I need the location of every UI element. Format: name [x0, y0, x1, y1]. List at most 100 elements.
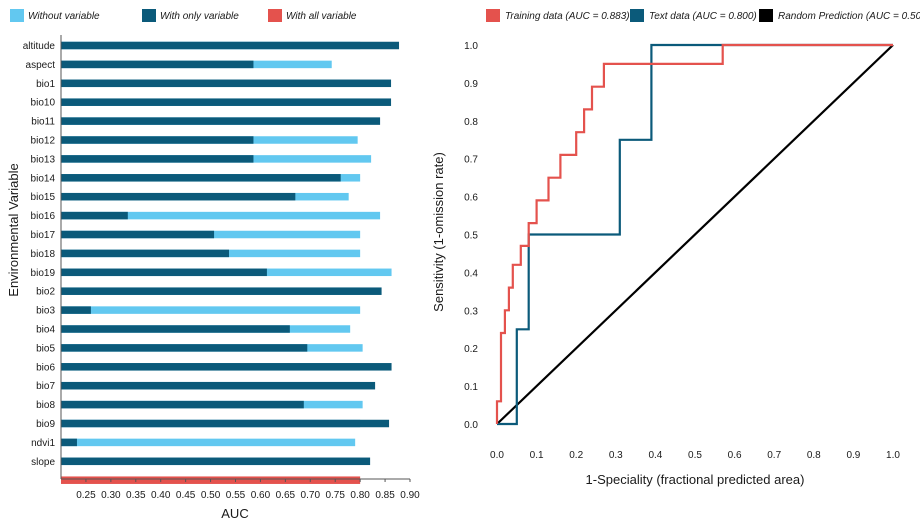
y-tick-label: 0.0: [464, 420, 478, 431]
x-tick-label: 0.1: [530, 450, 544, 461]
y-axis-title: Sensitivity (1-omission rate): [431, 152, 446, 312]
category-label-slope: slope: [31, 457, 55, 468]
category-label-bio12: bio12: [31, 136, 56, 147]
bar-only-bio18: [61, 249, 230, 258]
roc-legend-label-training: Training data (AUC = 0.883): [505, 11, 630, 22]
category-label-aspect: aspect: [26, 60, 56, 71]
x-tick-label: 0.25: [76, 490, 96, 501]
y-tick-label: 0.2: [464, 344, 478, 355]
y-tick-label: 1.0: [464, 41, 478, 52]
x-tick-label: 0.80: [350, 490, 370, 501]
y-tick-label: 0.1: [464, 382, 478, 393]
y-axis-title: Environmental Variable: [6, 163, 21, 296]
bar-without-ndvi1: [61, 438, 356, 447]
x-axis-title: 1-Speciality (fractional predicted area): [586, 472, 805, 487]
roc-legend-swatch-training: [486, 9, 500, 22]
bar-only-bio19: [61, 268, 267, 277]
legend-swatch-only: [142, 9, 156, 22]
bar-only-bio8: [61, 400, 304, 409]
legend-label-all: With all variable: [286, 11, 357, 22]
x-tick-label: 0.55: [226, 490, 246, 501]
bar-only-bio10: [61, 98, 392, 106]
bar-only-aspect: [61, 60, 254, 69]
x-tick-label: 0.35: [126, 490, 146, 501]
x-tick-label: 0.85: [375, 490, 395, 501]
x-tick-label: 0.60: [251, 490, 271, 501]
bar-without-bio16: [61, 211, 381, 220]
category-label-bio6: bio6: [36, 362, 55, 373]
bar-only-altitude: [61, 41, 400, 50]
x-tick-label: 0.5: [688, 450, 702, 461]
training-roc-line: [495, 43, 893, 424]
bar-only-bio17: [61, 230, 215, 239]
bar-only-bio1: [61, 79, 392, 88]
legend-swatch-without: [10, 9, 24, 22]
bar-only-bio12: [61, 136, 254, 144]
y-tick-label: 0.3: [464, 306, 478, 317]
category-label-bio8: bio8: [36, 400, 55, 411]
x-tick-label: 0.50: [201, 490, 221, 501]
text-roc-line: [497, 43, 893, 426]
category-label-bio9: bio9: [36, 419, 55, 430]
x-tick-label: 0.4: [648, 450, 662, 461]
y-tick-label: 0.7: [464, 155, 478, 166]
x-tick-label: 0.75: [325, 490, 345, 501]
category-label-bio1: bio1: [36, 79, 55, 90]
bar-only-bio15: [61, 192, 296, 201]
bar-only-bio6: [61, 363, 392, 371]
legend-swatch-all: [268, 9, 282, 22]
bar-only-bio16: [61, 211, 128, 220]
y-tick-label: 0.5: [464, 231, 478, 242]
category-label-bio18: bio18: [31, 249, 56, 260]
x-tick-label: 0.6: [728, 450, 742, 461]
legend-label-only: With only variable: [160, 11, 239, 22]
roc-legend-swatch-text: [630, 9, 644, 22]
x-tick-label: 0.2: [569, 450, 583, 461]
x-tick-label: 0.30: [101, 490, 121, 501]
category-label-altitude: altitude: [23, 41, 56, 52]
x-tick-label: 0.9: [846, 450, 860, 461]
bar-only-bio13: [61, 155, 254, 163]
category-label-bio5: bio5: [36, 343, 55, 354]
bar-only-bio9: [61, 419, 390, 428]
y-tick-label: 0.4: [464, 268, 478, 279]
category-label-bio16: bio16: [31, 211, 56, 222]
bar-only-bio5: [61, 344, 308, 352]
category-label-bio7: bio7: [36, 381, 55, 392]
category-label-bio13: bio13: [31, 154, 56, 165]
category-label-bio11: bio11: [31, 117, 55, 128]
bar-without-bio3: [61, 306, 361, 314]
category-label-bio4: bio4: [36, 325, 55, 336]
y-tick-label: 0.6: [464, 193, 478, 204]
y-tick-label: 0.8: [464, 117, 478, 128]
category-label-bio2: bio2: [36, 287, 55, 298]
x-tick-label: 0.0: [490, 450, 504, 461]
x-tick-label: 0.65: [276, 490, 296, 501]
bar-only-ndvi1: [61, 438, 77, 447]
bar-only-bio3: [61, 306, 91, 314]
x-tick-label: 0.7: [767, 450, 781, 461]
x-tick-label: 0.70: [301, 490, 321, 501]
random-prediction-line: [496, 44, 894, 425]
category-label-bio10: bio10: [31, 98, 56, 109]
x-tick-label: 0.40: [151, 490, 171, 501]
y-tick-label: 0.9: [464, 79, 478, 90]
bar-only-bio7: [61, 381, 376, 390]
x-tick-label: 0.90: [400, 490, 420, 501]
category-label-bio14: bio14: [31, 173, 56, 184]
bar-only-bio2: [61, 287, 382, 295]
bar-only-bio14: [61, 174, 341, 182]
category-label-bio15: bio15: [31, 192, 56, 203]
bar-only-bio4: [61, 325, 290, 333]
x-tick-label: 0.45: [176, 490, 196, 501]
bar-only-slope: [61, 457, 371, 466]
category-label-bio17: bio17: [31, 230, 56, 241]
roc-legend-swatch-random: [759, 9, 773, 22]
bar-only-bio11: [61, 117, 381, 125]
x-tick-label: 0.3: [609, 450, 623, 461]
x-axis-title: AUC: [221, 506, 248, 521]
legend-label-without: Without variable: [28, 11, 100, 22]
roc-legend-label-random: Random Prediction (AUC = 0.500): [778, 11, 920, 22]
